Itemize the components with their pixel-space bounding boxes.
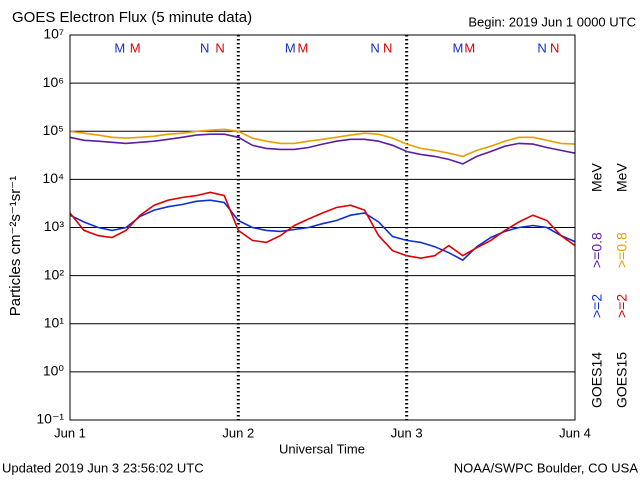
footer-credit: NOAA/SWPC Boulder, CO USA [454,460,639,475]
marker-label: N [200,40,209,55]
x-tick-label: Jun 1 [54,425,86,440]
legend-satellite: GOES15 [614,352,630,408]
legend-entry: >=2 [589,294,605,318]
x-tick-label: Jun 4 [559,425,591,440]
x-tick-label: Jun 3 [391,425,423,440]
y-tick-label: 10³ [44,218,65,234]
marker-label: M [297,40,308,55]
x-axis-label: Universal Time [279,441,365,456]
footer-updated: Updated 2019 Jun 3 23:56:02 UTC [2,460,204,475]
marker-label: N [215,40,224,55]
series-line [69,133,576,165]
y-tick-label: 10² [44,266,65,282]
y-tick-label: 10⁷ [43,26,64,42]
marker-label: N [383,40,392,55]
marker-label: M [130,40,141,55]
chart-title: GOES Electron Flux (5 minute data) [12,9,252,26]
series-line [69,128,576,158]
marker-label: M [114,40,125,55]
y-axis-label: Particles cm⁻²s⁻¹sr⁻¹ [7,176,24,316]
marker-label: N [550,40,559,55]
legend-satellite: GOES14 [589,352,605,408]
legend-unit: MeV [614,163,630,192]
y-tick-label: 10⁶ [43,74,64,90]
marker-label: N [370,40,379,55]
series-line [69,191,576,260]
y-tick-label: 10⁴ [42,170,64,186]
marker-label: M [452,40,463,55]
legend-entry: >=0.8 [589,232,605,268]
marker-label: M [464,40,475,55]
y-tick-label: 10⁵ [43,122,64,138]
legend-entry: >=0.8 [614,232,630,268]
y-tick-label: 10⁻¹ [36,411,64,427]
marker-label: M [285,40,296,55]
y-tick-label: 10¹ [44,314,65,330]
legend-unit: MeV [589,163,605,192]
series-line [69,199,576,262]
legend-entry: >=2 [614,294,630,318]
y-tick-label: 10⁰ [43,363,65,379]
begin-time: Begin: 2019 Jun 1 0000 UTC [468,14,636,29]
plot-frame [69,34,576,421]
marker-label: N [537,40,546,55]
x-tick-label: Jun 2 [222,425,254,440]
